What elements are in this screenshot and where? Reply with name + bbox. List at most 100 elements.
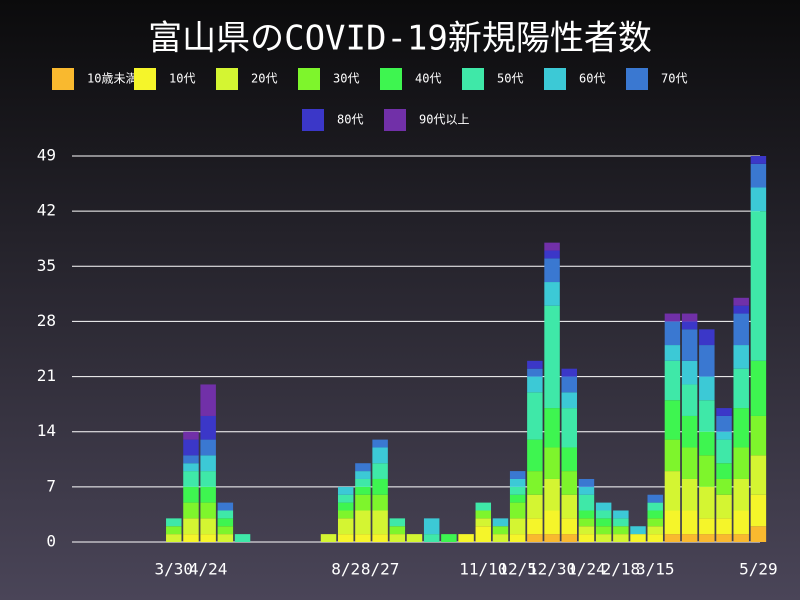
y-tick-label: 42 [37, 201, 56, 220]
legend-label: 10代 [169, 72, 195, 86]
bar-segment [527, 439, 543, 472]
x-tick-label: 2/18 [602, 560, 641, 579]
bar-segment [561, 534, 577, 542]
legend-swatch [134, 68, 156, 90]
bar-segment [475, 502, 492, 511]
bar-segment [716, 478, 732, 495]
bar-segment [492, 526, 509, 535]
bar-segment [544, 447, 560, 479]
bar-segment [733, 478, 749, 511]
bar-segment [372, 463, 388, 479]
legend-label: 40代 [415, 72, 441, 86]
bar-segment [595, 526, 612, 535]
bar-segment [234, 534, 251, 542]
bar-segment [509, 502, 526, 519]
bar-segment [750, 494, 767, 527]
chart-title: 富山県のCOVID-19新規陽性者数 [148, 19, 652, 59]
bar-segment [372, 534, 388, 542]
bar-segment [183, 431, 199, 440]
bar-segment [166, 526, 182, 535]
bar-segment [733, 447, 749, 479]
bar-segment [578, 526, 595, 535]
bar-segment [527, 368, 543, 377]
bar-segment [183, 471, 199, 487]
bar-segment [509, 471, 526, 479]
bar-segment [217, 510, 234, 519]
bar-segment [217, 526, 234, 535]
bar-segment [544, 408, 560, 448]
bar-segment [355, 486, 371, 495]
bar-segment [613, 534, 629, 542]
bar-segment [355, 478, 371, 487]
bar-segment [699, 534, 715, 542]
bar-segment [355, 534, 371, 542]
bar-segment [716, 518, 732, 535]
bar-segment [681, 321, 698, 330]
bar-segment [337, 510, 354, 519]
bar-segment [527, 392, 543, 440]
bar-segment [406, 534, 423, 542]
bar-segment [681, 478, 698, 511]
bar-segment [664, 360, 681, 401]
bar-segment [561, 408, 577, 448]
bar-segment [595, 510, 612, 519]
legend-swatch [52, 68, 74, 90]
bar-segment [750, 163, 767, 188]
bar-segment [200, 518, 216, 535]
legend-label: 70代 [661, 72, 687, 86]
bar-segment [681, 534, 698, 542]
bar-segment [681, 447, 698, 479]
x-tick-label: 3/30 [155, 560, 194, 579]
x-tick-label: 1/24 [567, 560, 606, 579]
bar-segment [544, 258, 560, 283]
bar-segment [647, 534, 663, 542]
bar-segment [578, 518, 595, 527]
y-tick-label: 14 [37, 421, 56, 440]
bar-segment [527, 360, 543, 369]
bar-segment [664, 313, 681, 322]
bar-segment [716, 431, 732, 440]
bar-segment [561, 447, 577, 472]
bar-segment [647, 518, 663, 527]
bar-segment [475, 526, 492, 542]
bar-segment [750, 211, 767, 361]
bar-segment [372, 439, 388, 448]
bar-segment [595, 502, 612, 511]
bar-segment [509, 486, 526, 495]
bar-segment [561, 471, 577, 495]
bar-segment [389, 518, 406, 527]
bar-segment [509, 478, 526, 487]
bar-segment [664, 400, 681, 440]
bar-segment [372, 510, 388, 535]
y-tick-label: 0 [46, 532, 56, 551]
bar-segment [320, 534, 337, 542]
legend-swatch [462, 68, 484, 90]
bar-segment [217, 534, 234, 542]
bar-segment [699, 486, 715, 519]
bar-segment [595, 534, 612, 542]
bar-segment [544, 305, 560, 409]
legend-label: 20代 [251, 72, 277, 86]
bar-segment [750, 415, 767, 456]
bar-segment [183, 463, 199, 472]
bar-segment [200, 384, 216, 416]
bar-segment [509, 534, 526, 542]
bar-segment [183, 518, 199, 535]
bar-segment [561, 518, 577, 535]
bar-segment [337, 486, 354, 495]
bar-segment [544, 534, 560, 542]
bar-segment [716, 439, 732, 464]
bar-segment [544, 478, 560, 511]
legend-label: 30代 [333, 72, 359, 86]
bar-segment [458, 534, 474, 542]
bar-segment [200, 534, 216, 542]
bar-segment [716, 408, 732, 416]
bar-segment [630, 534, 646, 542]
bar-segment [647, 494, 663, 503]
legend-swatch [380, 68, 402, 90]
bar-segment [647, 526, 663, 535]
x-tick-label: 5/29 [739, 560, 778, 579]
bar-segment [372, 494, 388, 511]
bar-segment [699, 345, 715, 377]
